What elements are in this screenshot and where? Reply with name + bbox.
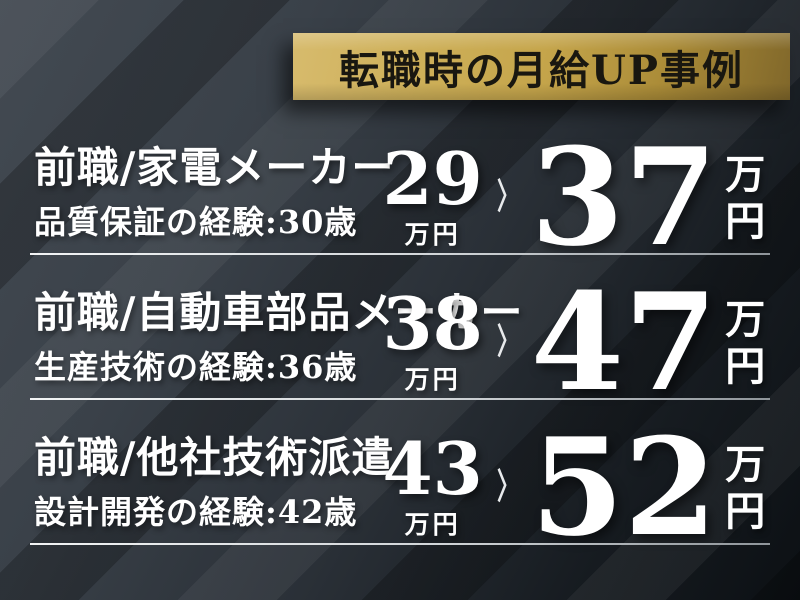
salary-comparison: 29 万円 〉 37 万円 xyxy=(382,117,771,276)
salary-before-value: 29 xyxy=(382,135,483,221)
case-title: 前職/家電メーカー xyxy=(34,142,395,192)
salary-before: 29 万円 xyxy=(382,135,483,251)
case-row-2: 前職/自動車部品メーカー 生産技術の経験:36歳 38 万円 〉 47 万円 xyxy=(30,255,771,421)
case-row-3: 前職/他社技術派遣 設計開発の経験:42歳 43 万円 〉 52 万円 xyxy=(30,400,771,566)
case-title: 前職/自動車部品メーカー xyxy=(34,287,524,337)
salary-after: 37 万円 xyxy=(530,117,770,276)
salary-after: 47 万円 xyxy=(530,262,770,421)
salary-comparison: 43 万円 〉 52 万円 xyxy=(382,407,771,566)
title-banner: 転職時の月給UP事例 xyxy=(293,33,790,100)
salary-after-value: 52 xyxy=(530,407,718,566)
salary-after-value: 37 xyxy=(530,117,718,276)
salary-after-unit: 万円 xyxy=(725,295,766,390)
page-title: 転職時の月給UP事例 xyxy=(339,46,744,94)
case-detail: 品質保証の経験:30歳 xyxy=(34,203,358,241)
divider xyxy=(30,253,770,255)
case-row-1: 前職/家電メーカー 品質保証の経験:30歳 29 万円 〉 37 万円 xyxy=(30,110,771,276)
chevron-right-icon: 〉 xyxy=(496,467,519,509)
case-title: 前職/他社技術派遣 xyxy=(34,432,395,482)
salary-after-unit: 万円 xyxy=(725,150,766,245)
divider xyxy=(30,398,770,400)
salary-after-value: 47 xyxy=(530,262,718,421)
chevron-right-icon: 〉 xyxy=(496,322,519,364)
salary-before: 43 万円 xyxy=(382,425,483,541)
salary-before-unit: 万円 xyxy=(404,510,461,539)
case-info: 前職/他社技術派遣 設計開発の経験:42歳 xyxy=(34,434,394,533)
divider xyxy=(30,543,770,545)
salary-before-value: 43 xyxy=(382,425,483,511)
case-detail: 生産技術の経験:36歳 xyxy=(34,348,358,386)
salary-before-value: 38 xyxy=(382,280,483,366)
case-info: 前職/家電メーカー 品質保証の経験:30歳 xyxy=(34,144,394,243)
salary-after-unit: 万円 xyxy=(725,440,766,535)
salary-after: 52 万円 xyxy=(530,407,770,566)
salary-before-unit: 万円 xyxy=(404,365,461,394)
salary-comparison: 38 万円 〉 47 万円 xyxy=(382,262,771,421)
chevron-right-icon: 〉 xyxy=(496,177,519,219)
case-detail: 設計開発の経験:42歳 xyxy=(34,493,358,531)
salary-before: 38 万円 xyxy=(382,280,483,396)
case-info: 前職/自動車部品メーカー 生産技術の経験:36歳 xyxy=(34,289,523,388)
salary-before-unit: 万円 xyxy=(404,220,461,249)
